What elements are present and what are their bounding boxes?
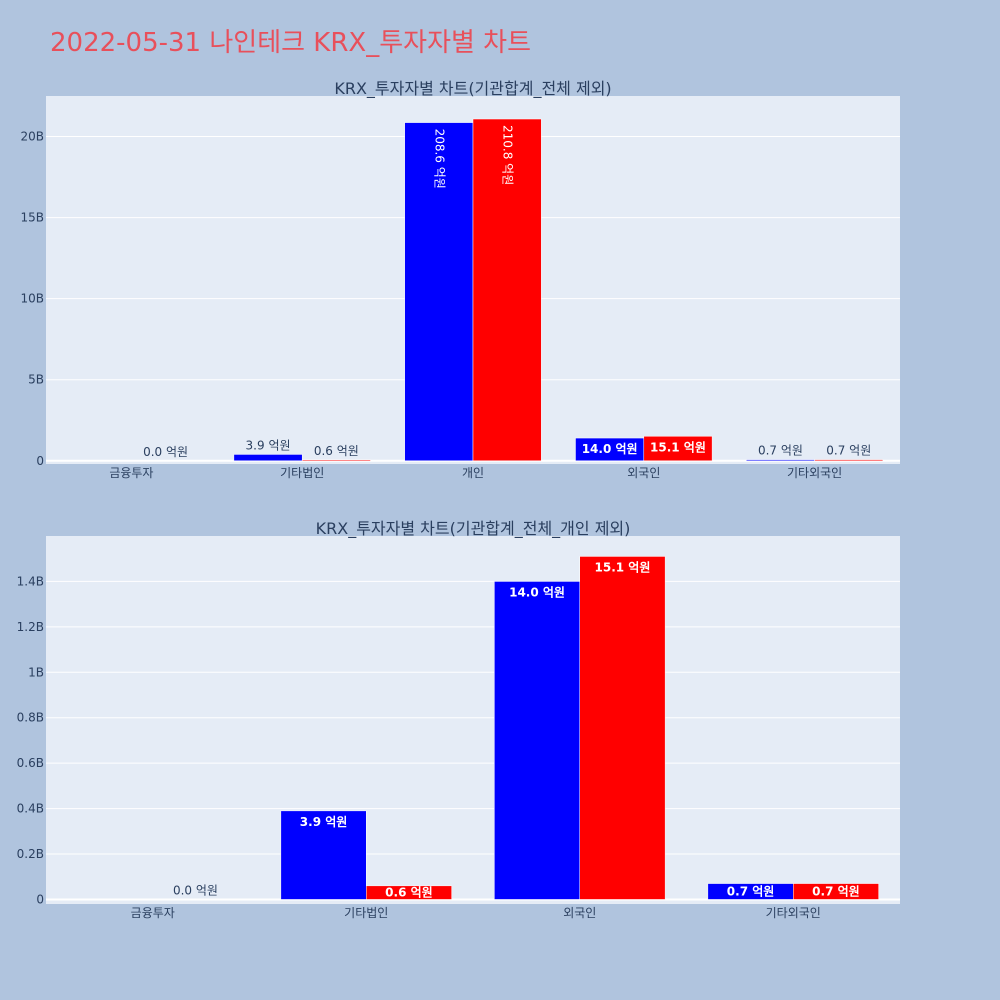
- x-tick-label-0-3: 외국인: [627, 466, 660, 480]
- data-label-0-0-1: 3.9 억원: [246, 438, 291, 452]
- subplot-title-0: KRX_투자자별 차트(기관합계_전체 제외): [334, 79, 611, 99]
- x-tick-label-1-3: 기타외국인: [766, 906, 821, 920]
- bar-1-1-3: [793, 883, 879, 900]
- bar-0-1-1: [301, 459, 371, 462]
- bar-0-1-2: [472, 118, 542, 462]
- plot-area-1: [46, 536, 900, 904]
- x-tick-label-1-0: 금융투자: [131, 906, 175, 920]
- bar-1-0-1: [280, 810, 367, 900]
- data-label-1-0-1: 3.9 억원: [300, 815, 348, 829]
- data-label-0-0-2: 208.6 억원: [432, 129, 446, 189]
- y-tick-label-1-5: 1B: [28, 665, 44, 679]
- data-label-0-1-2: 210.8 억원: [501, 125, 515, 185]
- y-tick-label-0-2: 10B: [20, 292, 44, 306]
- bar-1-1-2: [579, 556, 666, 900]
- y-tick-label-1-6: 1.2B: [17, 620, 44, 634]
- x-tick-label-0-0: 금융투자: [109, 466, 153, 480]
- bar-0-0-1: [233, 454, 303, 462]
- subplot-title-1: KRX_투자자별 차트(기관합계_전체_개인 제외): [316, 519, 631, 539]
- data-label-1-1-2: 15.1 억원: [595, 560, 651, 574]
- data-label-0-1-1: 0.6 억원: [314, 444, 359, 458]
- bar-0-0-4: [746, 459, 815, 462]
- y-tick-label-1-7: 1.4B: [17, 574, 44, 588]
- y-tick-label-1-3: 0.6B: [17, 756, 44, 770]
- y-tick-label-1-4: 0.8B: [17, 711, 44, 725]
- y-tick-label-1-2: 0.4B: [17, 802, 44, 816]
- x-tick-label-1-2: 외국인: [563, 906, 596, 920]
- y-tick-label-0-0: 0: [36, 454, 44, 468]
- x-tick-label-0-2: 개인: [462, 466, 484, 480]
- y-tick-label-1-0: 0: [36, 892, 44, 906]
- data-label-1-0-2: 14.0 억원: [509, 585, 565, 599]
- data-label-0-1-0: 0.0 억원: [143, 445, 188, 459]
- page-title: 2022-05-31 나인테크 KRX_투자자별 차트: [50, 28, 532, 58]
- bar-0-0-2: [404, 122, 474, 462]
- y-tick-label-1-1: 0.2B: [17, 847, 44, 861]
- bar-0-1-3: [643, 436, 713, 462]
- bar-0-1-4: [814, 459, 884, 462]
- data-label-1-1-1: 0.6 억원: [385, 886, 433, 900]
- y-tick-label-0-4: 20B: [20, 130, 44, 144]
- data-label-0-0-3: 14.0 억원: [582, 442, 638, 456]
- data-label-0-1-4: 0.7 억원: [826, 444, 871, 458]
- x-tick-label-0-4: 기타외국인: [787, 466, 842, 480]
- x-tick-label-0-1: 기타법인: [280, 466, 324, 480]
- data-label-1-1-0: 0.0 억원: [173, 883, 218, 897]
- x-tick-label-1-1: 기타법인: [344, 906, 388, 920]
- y-tick-label-0-1: 5B: [28, 373, 44, 387]
- data-label-1-0-3: 0.7 억원: [727, 885, 775, 899]
- data-label-0-1-3: 15.1 억원: [650, 440, 706, 454]
- data-label-1-1-3: 0.7 억원: [812, 885, 860, 899]
- data-label-0-0-4: 0.7 억원: [758, 444, 803, 458]
- bar-1-1-1: [366, 885, 452, 900]
- y-tick-label-0-3: 15B: [20, 211, 44, 225]
- bar-1-0-2: [494, 581, 581, 900]
